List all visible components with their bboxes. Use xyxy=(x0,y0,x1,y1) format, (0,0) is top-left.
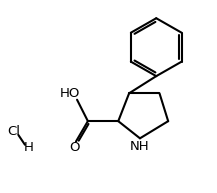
Text: Cl: Cl xyxy=(8,125,21,138)
Text: NH: NH xyxy=(130,140,150,153)
Text: HO: HO xyxy=(60,87,80,100)
Text: H: H xyxy=(23,141,33,154)
Text: O: O xyxy=(69,141,79,154)
